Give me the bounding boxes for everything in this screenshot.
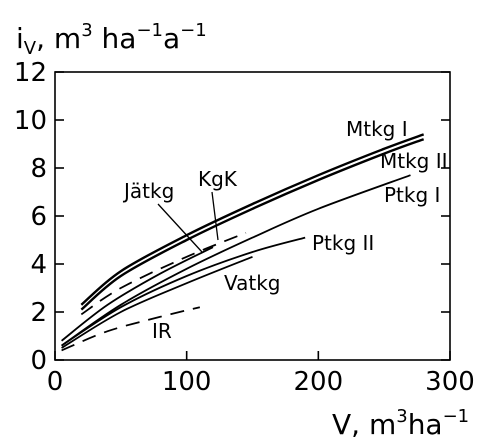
x-axis-label-sup1: 3: [396, 406, 407, 427]
y-tick-label: 4: [30, 250, 47, 280]
x-axis-label-main: V, m: [332, 408, 396, 441]
y-axis-label-main: i: [16, 22, 24, 55]
x-tick-label: 100: [162, 367, 212, 397]
series-line-mtkg-ii: [80, 138, 425, 311]
series-line-ptkg-ii: [61, 236, 306, 347]
series-line-mtkg-i: [80, 133, 425, 306]
y-axis-label-sup1: 3: [81, 20, 92, 41]
series-line-ptkg-i: [61, 174, 411, 347]
y-tick-label: 0: [30, 346, 47, 376]
x-axis-label-sup2: −1: [443, 406, 470, 427]
y-tick-label: 10: [14, 106, 47, 136]
series-line-ir: [61, 306, 201, 352]
x-tick-label: 200: [294, 367, 344, 397]
x-axis-label: V, m3ha−1: [332, 406, 469, 441]
leader-line-jatkg: [157, 203, 203, 253]
x-axis-label-ha: ha: [408, 408, 443, 441]
x-tick-label: 0: [47, 367, 64, 397]
series-label-vatkg: Vatkg: [224, 271, 281, 295]
y-axis-label-sub: V: [24, 38, 37, 59]
y-axis-label-unit: , m: [36, 22, 81, 55]
series-label-kgk: KgK: [198, 167, 238, 191]
series-label-ir: IR: [152, 319, 172, 343]
series-label-mtkg-i: Mtkg I: [346, 117, 408, 141]
y-axis-label-a: a: [163, 22, 180, 55]
y-tick-label: 12: [14, 58, 47, 88]
y-axis-label: iV, m3 ha−1a−1: [16, 20, 207, 59]
x-tick-label: 300: [425, 367, 475, 397]
series-line-kgk: [80, 231, 247, 316]
axes-group: 0 2 4 6 8 10 12 0 100 200 300: [14, 58, 475, 397]
leader-line-kgk: [211, 191, 219, 241]
series-label-ptkg-i: Ptkg I: [384, 183, 440, 207]
y-axis-label-ha: ha: [93, 22, 137, 55]
y-tick-label: 2: [30, 298, 47, 328]
series-group: [61, 133, 425, 352]
series-line-jatkg: [61, 246, 214, 342]
y-axis-label-sup3: −1: [180, 20, 207, 41]
series-line-vatkg: [61, 255, 253, 349]
series-label-ptkg-ii: Ptkg II: [312, 231, 374, 255]
y-tick-label: 6: [30, 202, 47, 232]
series-label-mtkg-ii: Mtkg II: [380, 149, 448, 173]
y-axis-label-sup2: −1: [136, 20, 163, 41]
series-label-jatkg: Jätkg: [122, 179, 174, 203]
y-tick-label: 8: [30, 154, 47, 184]
plot-frame: [54, 71, 451, 361]
